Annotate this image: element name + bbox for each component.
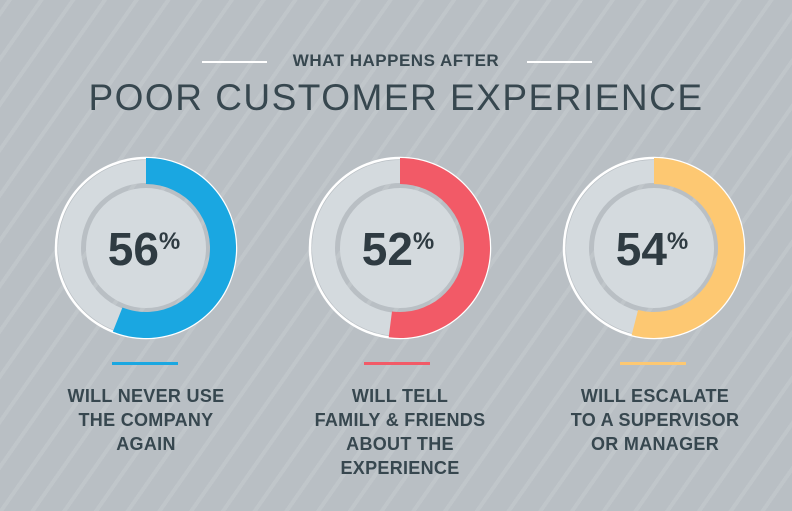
stat-label-line: WILL TELL <box>351 386 449 406</box>
stat-label-line: ABOUT THE <box>346 434 454 454</box>
stat-label-line: THE COMPANY <box>78 410 214 430</box>
ring-arc-3 <box>631 158 745 339</box>
stat-label-1: WILL NEVER USE THE COMPANY AGAIN <box>26 384 266 456</box>
accent-bar-3 <box>620 362 686 365</box>
percent-value-2: 52% <box>362 223 435 275</box>
accent-bar-2 <box>364 362 430 365</box>
percent-sign: % <box>159 228 180 255</box>
ring-arc-1 <box>112 158 236 338</box>
inner-disc-3 <box>594 188 714 308</box>
percent-sign: % <box>667 228 688 255</box>
stat-label-2: WILL TELL FAMILY & FRIENDS ABOUT THE EXP… <box>280 384 520 480</box>
eyebrow-rule-left <box>202 61 267 63</box>
percent-number: 56 <box>108 223 159 275</box>
percent-sign: % <box>413 228 434 255</box>
percent-number: 52 <box>362 223 413 275</box>
eyebrow-heading: WHAT HAPPENS AFTER <box>292 51 500 70</box>
stat-label-line: EXPERIENCE <box>340 458 460 478</box>
accent-bar-1 <box>112 362 178 365</box>
stat-label-3: WILL ESCALATE TO A SUPERVISOR OR MANAGER <box>535 384 775 456</box>
percent-value-1: 56% <box>108 223 181 275</box>
percent-value-3: 54% <box>616 223 689 275</box>
inner-disc-2 <box>340 188 460 308</box>
stat-label-line: WILL ESCALATE <box>580 386 730 406</box>
percent-number: 54 <box>616 223 668 275</box>
eyebrow-rule-right <box>527 61 592 63</box>
page-title: POOR CUSTOMER EXPERIENCE <box>88 77 704 118</box>
stat-label-line: OR MANAGER <box>591 434 719 454</box>
stat-label-line: AGAIN <box>116 434 176 454</box>
stat-label-line: FAMILY & FRIENDS <box>314 410 486 430</box>
stat-label-line: TO A SUPERVISOR <box>570 410 740 430</box>
ring-arc-2 <box>388 158 491 339</box>
stat-label-line: WILL NEVER USE <box>67 386 225 406</box>
inner-disc-1 <box>86 188 206 308</box>
